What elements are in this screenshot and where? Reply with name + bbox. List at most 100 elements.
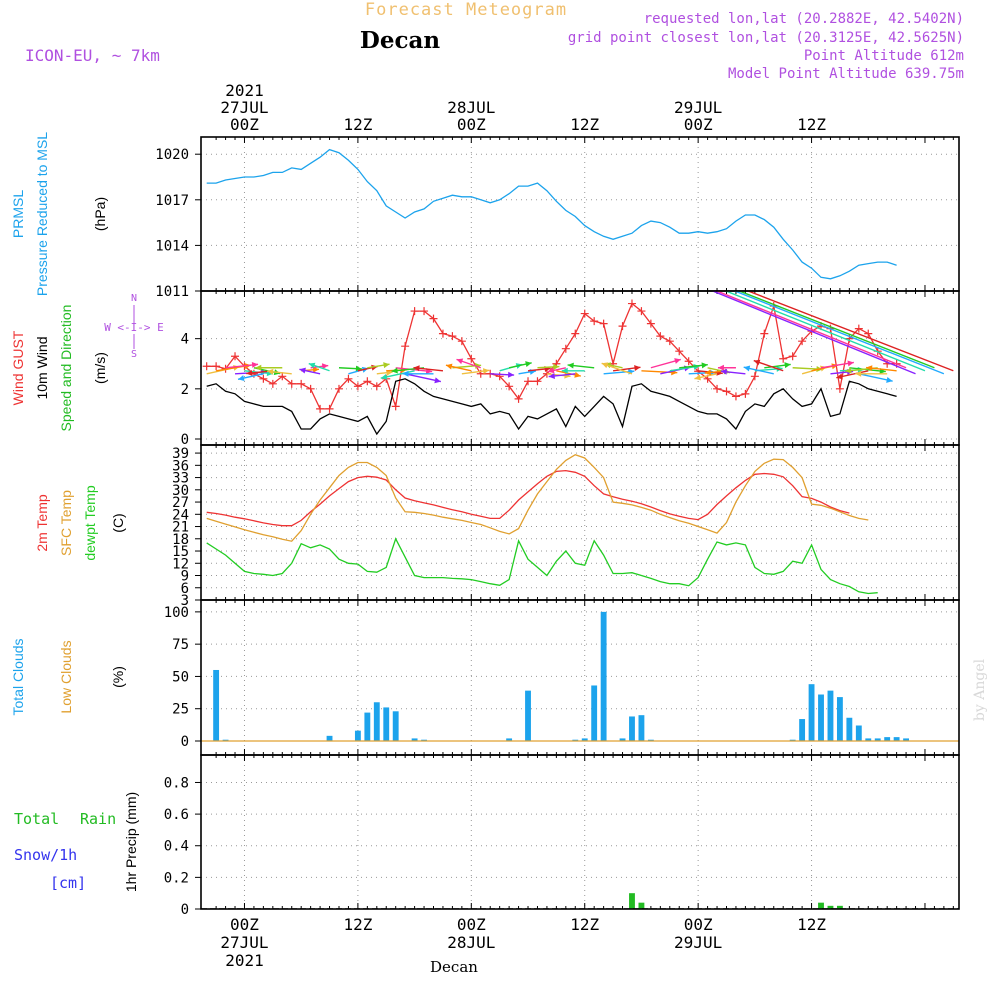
- pressure-side-label: PRMSL: [10, 190, 26, 238]
- bar-total-clouds: [581, 738, 588, 741]
- bar-total-clouds: [222, 739, 229, 741]
- gust-marker: [306, 384, 315, 393]
- wind-arrow-head: [634, 365, 641, 372]
- bottom-time-label: 00Z: [230, 915, 259, 934]
- wind-arrow-head: [456, 358, 464, 365]
- bar-total-clouds: [647, 739, 654, 741]
- bar-total-rain: [836, 905, 843, 909]
- clouds-side-label: Total Clouds: [10, 638, 26, 715]
- pressure-side-label: (hPa): [92, 197, 108, 231]
- gust-marker: [854, 324, 863, 333]
- wind-arrow-head: [244, 363, 251, 370]
- clouds-tick-label: 0: [181, 734, 189, 750]
- wind-arrow-head: [391, 367, 398, 374]
- wind-arrow-head: [238, 375, 245, 381]
- wind-arrow-head: [743, 365, 751, 372]
- gust-marker: [713, 384, 722, 393]
- bar-total-clouds: [846, 717, 853, 741]
- bar-total-clouds: [213, 669, 220, 741]
- bar-total-clouds: [411, 738, 418, 741]
- panel-side-labels: PRMSL Pressure Reduced to MSL (hPa) Wind GU…: [10, 132, 139, 892]
- precip-label-snow: Snow/1h: [14, 846, 77, 864]
- gust-marker: [429, 314, 438, 323]
- bar-total-clouds: [836, 697, 843, 741]
- top-time-label: 00Z: [230, 115, 259, 134]
- point-altitude: Point Altitude 612m: [804, 48, 964, 64]
- precip-label-total: Total: [14, 810, 59, 828]
- wind-arrow-head: [694, 374, 701, 381]
- series-2m-temp: [206, 469, 850, 527]
- gust-marker: [835, 384, 844, 393]
- top-time-label: 2021: [225, 81, 264, 100]
- precip-tick-label: 0.2: [164, 870, 189, 886]
- gust-marker: [665, 337, 674, 346]
- temp-tick-label: 18: [172, 532, 189, 548]
- bottom-time-label: 28JUL: [447, 933, 495, 952]
- gust-marker: [760, 329, 769, 338]
- clouds-side-label: Low Clouds: [58, 640, 74, 713]
- gust-marker: [316, 404, 325, 413]
- precip-frame: [200, 754, 960, 910]
- bottom-time-label: 00Z: [684, 915, 713, 934]
- gridpoint-coords: grid point closest lon,lat (20.3125E, 42…: [568, 30, 964, 46]
- bar-total-clouds: [808, 684, 815, 741]
- wind-arrow-head: [525, 361, 532, 368]
- wind-arrow-head: [308, 362, 316, 369]
- product-title: Forecast Meteogram: [365, 0, 567, 20]
- wind-arrow-head: [482, 368, 490, 375]
- top-time-label: 00Z: [684, 115, 713, 134]
- clouds-series-group: [201, 611, 959, 742]
- wind-arrow-head: [380, 373, 388, 380]
- bar-total-clouds: [818, 694, 824, 741]
- bar-total-clouds: [619, 738, 626, 741]
- wind-arrow: [732, 291, 945, 375]
- top-time-label: 12Z: [797, 115, 826, 134]
- wind-arrow-head: [784, 362, 791, 369]
- compass-ew: W <-I-> E: [104, 321, 164, 334]
- model-label: ICON-EU, ~ 7km: [25, 46, 160, 65]
- wind-arrow-head: [312, 366, 320, 373]
- temp-tick-label: 39: [172, 446, 189, 462]
- location-title: Decan: [360, 27, 440, 54]
- wind-arrow-head: [601, 362, 609, 369]
- bottom-time-label: 27JUL: [220, 933, 268, 952]
- top-time-label: 00Z: [457, 115, 486, 134]
- bar-total-clouds: [827, 690, 834, 741]
- wind-arrow-head: [720, 368, 728, 375]
- wind-side-label: 10m Wind: [34, 336, 50, 399]
- temp-series-group: [206, 453, 878, 595]
- temp-tick-label: 24: [172, 507, 189, 523]
- clouds-side-label: (%): [110, 666, 126, 688]
- gust-marker: [798, 337, 807, 346]
- wind-tick-label: 4: [181, 332, 189, 348]
- gust-marker: [363, 377, 372, 386]
- wind-arrow-head: [547, 367, 555, 374]
- wind-arrow-head: [704, 369, 712, 376]
- wind-arrow-head: [251, 361, 259, 368]
- gust-marker: [505, 382, 514, 391]
- temp-side-label: 2m Temp: [34, 494, 50, 552]
- gust-marker: [561, 344, 570, 353]
- wind-arrow: [395, 367, 433, 373]
- gust-marker: [731, 392, 740, 401]
- panel-wind: 0 2 4 W <-I-> E N S: [104, 290, 960, 448]
- gust-marker: [231, 352, 240, 361]
- gust-marker: [372, 382, 381, 391]
- panel-precip: 0 0.2 0.4 0.6 0.8: [164, 754, 960, 918]
- top-time-label: 29JUL: [674, 98, 722, 117]
- watermark: by Angel: [972, 658, 988, 721]
- series-dewpt-temp: [206, 537, 878, 595]
- wind-arrow-head: [701, 362, 708, 369]
- gust-marker: [599, 319, 608, 328]
- gust-marker: [627, 299, 636, 308]
- wind-tick-label: 0: [181, 432, 189, 448]
- wind-arrow: [849, 367, 886, 373]
- precip-tick-label: 0.6: [164, 807, 189, 823]
- top-time-label: 27JUL: [220, 98, 268, 117]
- bar-total-clouds: [789, 739, 796, 741]
- wind-tick-label: 2: [181, 382, 189, 398]
- temp-tick-label: 9: [181, 569, 189, 585]
- bar-total-rain: [629, 893, 635, 909]
